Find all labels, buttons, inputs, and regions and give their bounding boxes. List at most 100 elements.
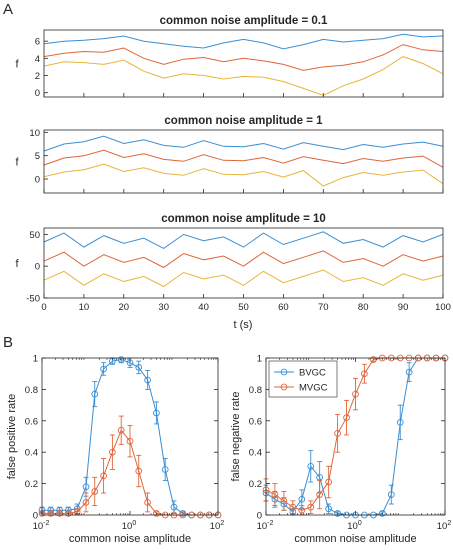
data-point — [352, 390, 359, 398]
x-tick-label: 10-2 — [33, 520, 50, 532]
x-tick-label: 70 — [318, 302, 329, 313]
y-tick-label: 5 — [35, 151, 40, 162]
x-tick-label: 100 — [122, 520, 137, 532]
panel-title: common noise amplitude = 0.1 — [160, 15, 328, 27]
y-axis-label: f — [15, 157, 19, 169]
x-tick-label: 10 — [79, 302, 90, 313]
data-point — [135, 364, 143, 371]
data-point — [361, 370, 368, 378]
panel-title: common noise amplitude = 1 — [164, 115, 323, 127]
data-point — [161, 466, 169, 473]
data-point — [100, 365, 107, 373]
timeseries-panel-amp-0.1: common noise amplitude = 0.1 0 2 4 6 f — [15, 15, 444, 99]
series-mvgc — [262, 354, 449, 516]
y-tick-label: 2 — [35, 71, 40, 82]
x-tick-label: 0 — [41, 302, 46, 313]
data-point — [82, 483, 90, 491]
y-tick-label: 0 — [35, 175, 40, 186]
y-tick-label: 6 — [35, 37, 40, 48]
data-point — [307, 462, 315, 470]
data-point — [316, 491, 323, 498]
panel-label-b: B — [3, 334, 13, 351]
y-tick-label: 0.8 — [249, 385, 262, 396]
data-point — [387, 491, 395, 498]
series-line — [43, 231, 444, 249]
x-tick-label: 80 — [358, 302, 369, 313]
y-tick-label: 0 — [33, 511, 38, 522]
series-line — [43, 163, 444, 187]
y-tick-label: 10 — [29, 128, 40, 139]
x-tick-label: 100 — [435, 302, 451, 313]
series-line — [43, 269, 444, 288]
y-tick-label: 0 — [35, 88, 40, 99]
y-tick-label: 0.2 — [25, 479, 38, 490]
data-point — [170, 503, 178, 511]
y-tick-label: 0.2 — [249, 479, 262, 490]
timeseries-panel-amp-1: common noise amplitude = 1 0 5 10 f — [15, 115, 444, 194]
data-point — [117, 356, 125, 363]
data-point — [343, 414, 350, 422]
data-point — [126, 437, 134, 445]
x-tick-label: 50 — [238, 302, 249, 313]
y-tick-label: 0.4 — [25, 448, 38, 459]
x-axis-label: common noise amplitude — [69, 533, 191, 545]
data-point — [144, 499, 151, 506]
data-point — [307, 503, 315, 511]
series-line — [43, 135, 444, 152]
data-point — [396, 419, 404, 426]
x-tick-label: 100 — [347, 520, 362, 532]
x-tick-label: 102 — [210, 520, 225, 532]
y-tick-label: 4 — [35, 54, 40, 65]
data-point — [378, 510, 386, 517]
data-point — [298, 495, 306, 503]
panel-label-a: A — [3, 1, 13, 18]
legend-marker — [280, 368, 288, 376]
series-red — [38, 415, 222, 519]
data-point — [91, 488, 99, 495]
data-point — [280, 497, 288, 505]
data-point — [334, 510, 341, 517]
false-positive-rate-panel: 0 0.2 0.4 0.6 0.8 1 10-2 100 102 common noise amp… — [6, 354, 224, 546]
data-point — [153, 510, 160, 517]
x-tick-label: 90 — [398, 302, 409, 313]
y-tick-label: 50 — [29, 230, 40, 241]
y-tick-label: 0 — [35, 262, 40, 273]
legend: BVGC MVGC — [268, 360, 338, 398]
false-negative-rate-panel: 0 0.2 0.4 0.6 0.8 1 10-2 100 102 common noise amp… — [230, 354, 451, 546]
data-point — [82, 499, 90, 506]
y-axis-label: f — [15, 59, 19, 71]
series-line — [43, 44, 444, 71]
y-axis-label: f — [15, 258, 19, 270]
legend-marker — [280, 383, 288, 391]
y-tick-label: 0.8 — [25, 385, 38, 396]
x-tick-label: 60 — [278, 302, 289, 313]
data-point — [370, 356, 377, 363]
x-tick-label: 20 — [119, 302, 130, 313]
data-point — [325, 505, 332, 513]
legend-box — [268, 360, 338, 398]
data-point — [65, 510, 72, 517]
legend-label: MVGC — [299, 383, 328, 394]
y-axis-label: false positive rate — [6, 394, 18, 480]
panel-title: common noise amplitude = 10 — [161, 213, 326, 225]
x-tick-label: 40 — [198, 302, 209, 313]
data-point — [405, 368, 413, 376]
data-point — [100, 472, 107, 480]
data-point — [91, 390, 99, 398]
data-point — [47, 510, 55, 517]
y-tick-label: 0 — [257, 511, 262, 522]
data-point — [271, 491, 279, 498]
data-point — [135, 467, 143, 475]
x-tick-label: 102 — [437, 520, 452, 532]
y-tick-label: 0.6 — [25, 416, 38, 427]
data-point — [289, 503, 297, 511]
data-point — [325, 478, 332, 486]
data-point — [144, 376, 151, 384]
x-axis-label: common noise amplitude — [294, 533, 416, 545]
plot-frame — [43, 227, 444, 299]
x-tick-label: 10-2 — [257, 520, 274, 532]
series-line — [43, 149, 444, 168]
legend-label: BVGC — [299, 368, 326, 379]
